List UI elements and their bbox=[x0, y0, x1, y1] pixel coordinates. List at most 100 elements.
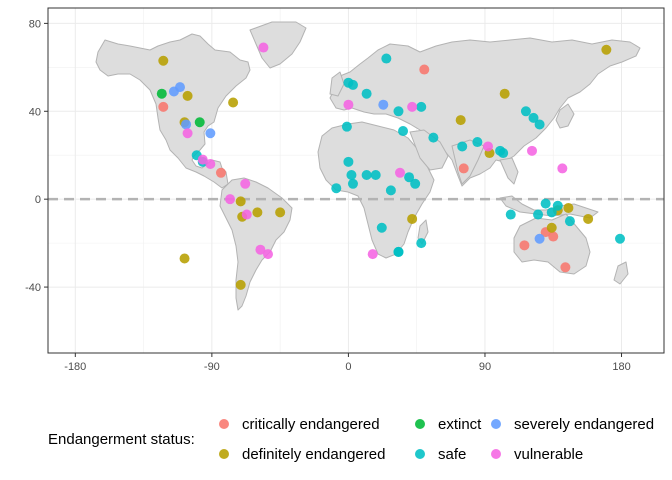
plot-panel bbox=[47, 7, 665, 354]
point-safe bbox=[381, 53, 392, 64]
point-safe bbox=[410, 178, 421, 189]
legend-key-vulnerable bbox=[491, 449, 501, 459]
point-safe bbox=[528, 112, 539, 123]
legend-label: severely endangered bbox=[514, 416, 654, 433]
point-severely-endangered bbox=[205, 128, 216, 139]
point-safe bbox=[331, 183, 342, 194]
point-definitely-endangered bbox=[455, 115, 466, 126]
point-vulnerable bbox=[527, 145, 537, 156]
point-safe bbox=[346, 170, 357, 181]
legend-key-extinct bbox=[415, 419, 425, 429]
new-zealand-land bbox=[613, 261, 629, 285]
point-critically-endangered bbox=[158, 101, 169, 112]
point-safe bbox=[615, 233, 625, 244]
legend-items: critically endangered definitely endanger… bbox=[219, 416, 654, 463]
point-vulnerable bbox=[263, 249, 273, 260]
x-tick-label: 180 bbox=[612, 361, 630, 373]
point-vulnerable bbox=[241, 209, 252, 220]
point-definitely-endangered bbox=[235, 196, 246, 207]
point-definitely-endangered bbox=[601, 44, 612, 55]
point-safe bbox=[498, 148, 509, 159]
point-definitely-endangered bbox=[252, 207, 263, 218]
point-extinct bbox=[194, 117, 205, 128]
legend-title: Endangerment status: bbox=[48, 431, 195, 448]
point-extinct bbox=[156, 88, 167, 99]
point-safe bbox=[385, 185, 396, 196]
y-tick-label: 40 bbox=[29, 106, 41, 118]
point-vulnerable bbox=[557, 163, 568, 174]
point-safe bbox=[534, 119, 545, 130]
point-severely-endangered bbox=[181, 119, 192, 130]
point-safe bbox=[393, 106, 404, 117]
southeast-asia-land bbox=[499, 157, 519, 185]
point-critically-endangered bbox=[215, 167, 226, 178]
point-safe bbox=[457, 141, 468, 152]
point-safe bbox=[347, 178, 358, 189]
y-tick-label: 80 bbox=[29, 18, 41, 30]
legend-label: safe bbox=[438, 446, 466, 463]
legend-key-safe bbox=[415, 449, 425, 459]
uk-land bbox=[329, 71, 345, 97]
panel-border bbox=[47, 7, 665, 354]
legend: Endangerment status: critically endanger… bbox=[48, 416, 654, 463]
australia-land bbox=[513, 213, 591, 275]
point-safe bbox=[552, 200, 563, 211]
point-vulnerable bbox=[343, 99, 354, 110]
india-land bbox=[451, 139, 485, 185]
point-safe bbox=[533, 209, 544, 220]
point-vulnerable bbox=[483, 141, 493, 152]
point-safe bbox=[472, 137, 483, 148]
point-critically-endangered bbox=[519, 240, 530, 251]
point-safe bbox=[341, 121, 352, 132]
point-vulnerable bbox=[240, 178, 251, 189]
arabia-land bbox=[409, 129, 449, 171]
x-tick-label: 0 bbox=[345, 361, 351, 373]
point-critically-endangered bbox=[419, 64, 430, 75]
north-america-land bbox=[95, 33, 251, 189]
japan-land bbox=[555, 103, 575, 129]
legend-label: definitely endangered bbox=[242, 446, 385, 463]
point-vulnerable bbox=[182, 128, 193, 139]
legend-label: extinct bbox=[438, 416, 482, 433]
x-tick-label: -180 bbox=[64, 361, 86, 373]
point-critically-endangered bbox=[560, 262, 571, 273]
point-vulnerable bbox=[197, 154, 208, 165]
legend-key-definitely-endangered bbox=[219, 449, 229, 459]
point-vulnerable bbox=[205, 159, 216, 170]
y-tick-label: -40 bbox=[25, 282, 41, 294]
point-definitely-endangered bbox=[563, 202, 574, 213]
data-points bbox=[156, 42, 625, 290]
point-safe bbox=[370, 170, 381, 181]
point-severely-endangered bbox=[175, 82, 185, 93]
point-definitely-endangered bbox=[158, 55, 169, 66]
legend-key-critically-endangered bbox=[219, 419, 229, 429]
point-vulnerable bbox=[395, 167, 405, 178]
point-safe bbox=[564, 216, 575, 227]
point-safe bbox=[416, 238, 427, 249]
point-critically-endangered bbox=[548, 231, 559, 242]
point-definitely-endangered bbox=[179, 253, 190, 264]
legend-label: vulnerable bbox=[514, 446, 583, 463]
point-definitely-endangered bbox=[228, 97, 239, 108]
point-definitely-endangered bbox=[583, 213, 594, 224]
point-safe bbox=[505, 209, 516, 220]
point-definitely-endangered bbox=[235, 279, 246, 290]
south-america-land bbox=[219, 177, 293, 311]
point-safe bbox=[398, 126, 409, 137]
madagascar-land bbox=[417, 219, 429, 245]
point-vulnerable bbox=[255, 244, 266, 255]
y-axis: -40 0 40 80 bbox=[25, 18, 48, 294]
africa-land bbox=[317, 121, 435, 259]
legend-label: critically endangered bbox=[242, 416, 380, 433]
point-safe bbox=[540, 198, 551, 209]
point-severely-endangered bbox=[378, 99, 389, 110]
x-tick-label: 90 bbox=[479, 361, 491, 373]
point-definitely-endangered bbox=[182, 90, 193, 101]
x-axis: -180 -90 0 90 180 bbox=[64, 353, 631, 373]
point-safe bbox=[347, 79, 358, 90]
x-tick-label: -90 bbox=[204, 361, 220, 373]
point-safe bbox=[343, 156, 354, 167]
point-vulnerable bbox=[225, 194, 236, 205]
greenland-land bbox=[249, 21, 307, 69]
